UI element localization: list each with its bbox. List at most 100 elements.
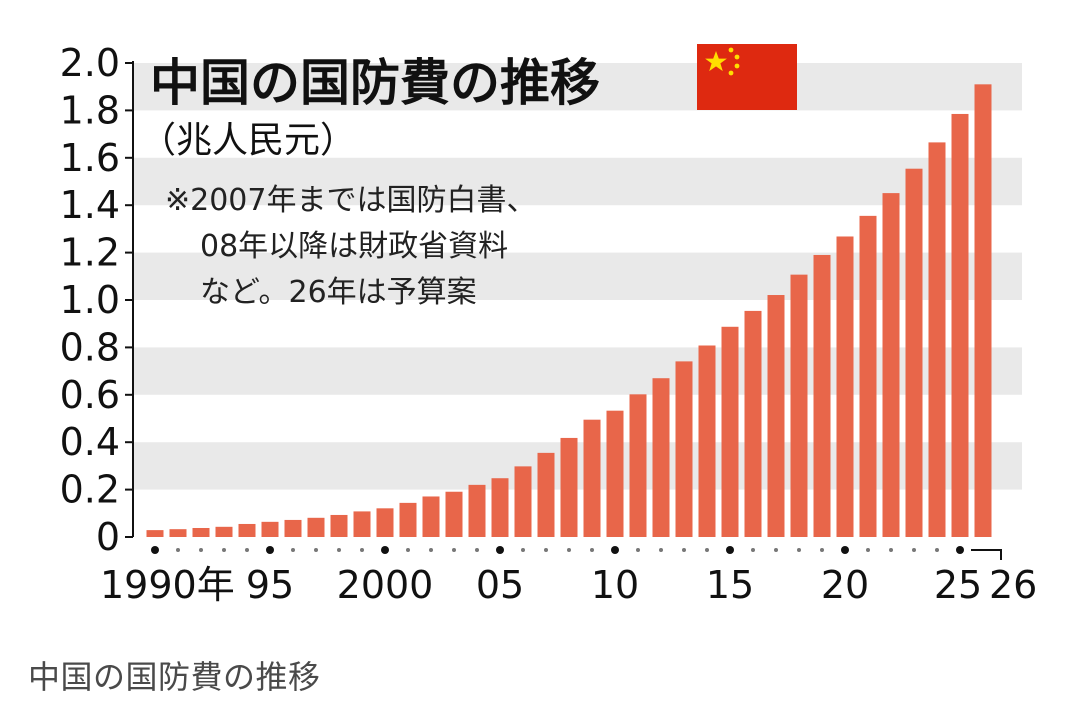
x-major-tick-dot (381, 546, 389, 554)
bar (399, 502, 417, 537)
bar (514, 466, 532, 537)
bar-series (146, 84, 992, 538)
y-tick-label: 0.2 (60, 468, 120, 512)
bar (560, 437, 578, 537)
x-minor-tick-dot (751, 548, 755, 552)
bar (491, 478, 509, 537)
x-axis-ticks: 1990年 95 2000 05 10 15 20 25 26 (100, 546, 1037, 607)
bar (744, 310, 762, 537)
bar (215, 526, 233, 537)
bar (882, 193, 900, 537)
x-minor-tick-dot (521, 548, 525, 552)
x-tick-label: 1990年 (100, 563, 235, 607)
x-minor-tick-dot (452, 548, 456, 552)
bar (583, 419, 601, 537)
x-major-tick-dot (956, 546, 964, 554)
chart-title: 中国の国防費の推移 (150, 54, 600, 112)
bar (192, 527, 210, 537)
x-minor-tick-dot (199, 548, 203, 552)
y-tick-label: 1.8 (60, 88, 120, 132)
bar (169, 529, 187, 537)
chart-note-line-1: ※2007年までは国防白書、 (165, 183, 536, 218)
axes (125, 61, 134, 538)
x-tick-label: 26 (989, 563, 1037, 607)
bar (261, 521, 279, 537)
x-minor-tick-dot (820, 548, 824, 552)
x-major-tick-dot (266, 546, 274, 554)
y-tick-label: 1.4 (60, 183, 120, 227)
grid-band (133, 157, 1022, 206)
y-tick-label: 0 (96, 515, 120, 559)
bar (675, 361, 693, 537)
bar (330, 514, 348, 537)
x-major-tick-dot (611, 546, 619, 554)
x-minor-tick-dot (176, 548, 180, 552)
x-major-tick-dot (151, 546, 159, 554)
x-minor-tick-dot (889, 548, 893, 552)
x-minor-tick-dot (406, 548, 410, 552)
bar (951, 113, 969, 537)
bar (468, 484, 486, 537)
x-tick-label: 05 (476, 563, 524, 607)
x-minor-tick-dot (475, 548, 479, 552)
chart-note-line-2: 08年以降は財政省資料 (200, 229, 508, 264)
x-tick-label: 25 (934, 563, 982, 607)
x-last-year-bracket (971, 549, 1002, 560)
flag-large-star (705, 51, 727, 72)
x-minor-tick-dot (314, 548, 318, 552)
bar (353, 511, 371, 537)
bar (698, 345, 716, 537)
y-tick-label: 2.0 (60, 41, 120, 85)
chart-subtitle: （兆人民元） (140, 120, 356, 161)
y-tick-label: 0.4 (60, 420, 120, 464)
bar (445, 491, 463, 537)
bar (652, 378, 670, 537)
bar (859, 215, 877, 538)
x-minor-tick-dot (682, 548, 686, 552)
x-minor-tick-dot (245, 548, 249, 552)
x-minor-tick-dot (360, 548, 364, 552)
x-tick-label: 15 (706, 563, 754, 607)
x-minor-tick-dot (659, 548, 663, 552)
x-minor-tick-dot (935, 548, 939, 552)
chart-note-line-3: など。26年は予算案 (200, 275, 477, 310)
x-major-tick-dot (841, 546, 849, 554)
bar (146, 530, 164, 537)
x-minor-tick-dot (337, 548, 341, 552)
bar (537, 452, 555, 537)
x-major-tick-dot (496, 546, 504, 554)
x-minor-tick-dot (429, 548, 433, 552)
bar (721, 326, 739, 537)
bar (790, 274, 808, 537)
y-tick-label: 0.6 (60, 373, 120, 417)
x-minor-tick-dot (291, 548, 295, 552)
y-tick-label: 0.8 (60, 325, 120, 369)
bar (422, 496, 440, 537)
bar (974, 84, 992, 537)
x-minor-tick-dot (866, 548, 870, 552)
bar (836, 236, 854, 537)
bar (606, 410, 624, 537)
x-minor-tick-dot (636, 548, 640, 552)
bar (629, 394, 647, 537)
x-tick-label: 20 (821, 563, 869, 607)
bar (767, 295, 785, 537)
y-axis-tick-labels: 00.20.40.60.81.01.21.41.61.82.0 (60, 41, 120, 559)
bar (928, 142, 946, 537)
x-tick-label: 10 (591, 563, 639, 607)
bar (376, 508, 394, 537)
bar (905, 168, 923, 537)
x-minor-tick-dot (705, 548, 709, 552)
china-flag-icon (697, 44, 797, 110)
bar (307, 517, 325, 537)
y-tick-label: 1.0 (60, 278, 120, 322)
x-minor-tick-dot (222, 548, 226, 552)
bar (813, 254, 831, 537)
x-minor-tick-dot (567, 548, 571, 552)
defense-spending-chart: 00.20.40.60.81.01.21.41.61.82.0 1990年 95 2… (60, 41, 1038, 607)
x-tick-label: 95 (246, 563, 294, 607)
bar (284, 519, 302, 537)
bar (238, 523, 256, 537)
x-minor-tick-dot (912, 548, 916, 552)
grid-band (133, 63, 1022, 111)
